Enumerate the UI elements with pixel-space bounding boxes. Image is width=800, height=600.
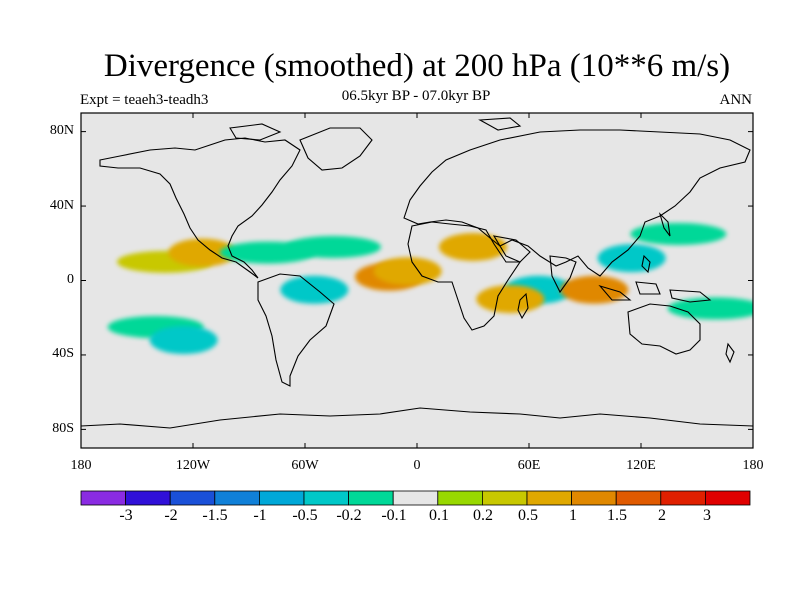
lat-label-80n: 80N <box>49 123 74 138</box>
colorbar-label: -1.5 <box>202 507 228 524</box>
colorbar-swatch <box>169 490 216 506</box>
axis-ticks <box>80 113 754 448</box>
colorbar-swatch <box>258 490 305 506</box>
lon-label-180e: 180 <box>742 458 764 473</box>
lat-label-40n: 40N <box>49 198 74 213</box>
divergence-field <box>107 222 753 355</box>
divergence-region-south-pacific-convergence <box>667 297 753 320</box>
colorbar-swatch <box>615 490 662 506</box>
colorbar-label: 0.1 <box>429 507 449 524</box>
colorbar-swatch <box>214 490 260 506</box>
colorbar-swatch <box>303 490 349 506</box>
colorbar-swatch <box>348 490 394 506</box>
colorbar-label: -0.2 <box>336 507 362 524</box>
lon-label-180w: 180 <box>70 458 92 473</box>
colorbar-swatch <box>526 490 572 506</box>
colorbar-label: 0.5 <box>518 507 538 524</box>
colorbar-swatch <box>481 490 528 506</box>
divergence-region-south-pacific-deep-negative <box>149 326 218 355</box>
colorbar-label: 0.2 <box>473 507 493 524</box>
colorbar-swatch <box>705 490 751 506</box>
colorbar-swatch <box>437 490 483 506</box>
lon-label-120w: 120W <box>175 458 211 473</box>
divergence-region-south-china-sea-negative <box>597 244 666 273</box>
colorbar-swatch <box>571 490 617 506</box>
divergence-region-east-africa-positive <box>439 233 507 261</box>
colorbar-label: -1 <box>253 507 267 524</box>
colorbar-label: -0.1 <box>381 507 407 524</box>
experiment-label: Expt = teaeh3-teadh3 <box>80 92 209 108</box>
colorbar-swatch <box>392 490 439 506</box>
divergence-region-maritime-continent-positive <box>560 275 629 304</box>
colorbar-label: -0.5 <box>292 507 318 524</box>
lat-label-40s: 40S <box>52 346 74 361</box>
period-label: 06.5kyr BP - 07.0kyr BP <box>341 88 491 104</box>
season-label: ANN <box>719 92 753 108</box>
colorbar-swatch <box>125 490 171 506</box>
divergence-region-north-atlantic-negative <box>285 236 381 258</box>
divergence-region-south-america-negative <box>280 275 349 304</box>
lon-label-120e: 120E <box>626 458 656 473</box>
colorbar-label: 2 <box>658 507 666 524</box>
divergence-region-east-pacific-positive <box>168 238 237 267</box>
colorbar-label: 3 <box>703 507 711 524</box>
divergence-region-western-pacific-negative <box>630 222 727 245</box>
lon-label-0: 0 <box>413 458 421 473</box>
divergence-region-west-africa-positive <box>373 257 442 286</box>
colorbar-swatch <box>80 490 126 506</box>
lat-label-80s: 80S <box>52 421 74 436</box>
lon-label-60e: 60E <box>517 458 541 473</box>
colorbar-label: -2 <box>164 507 178 524</box>
colorbar-label: 1 <box>569 507 577 524</box>
lat-label-0: 0 <box>67 272 74 287</box>
coastlines <box>81 117 753 429</box>
colorbar-label: -3 <box>119 507 133 524</box>
lon-label-60w: 60W <box>291 458 319 473</box>
plot-title: Divergence (smoothed) at 200 hPa (10**6 … <box>103 48 731 84</box>
colorbar-swatch <box>660 490 706 506</box>
colorbar-label: 1.5 <box>607 507 627 524</box>
